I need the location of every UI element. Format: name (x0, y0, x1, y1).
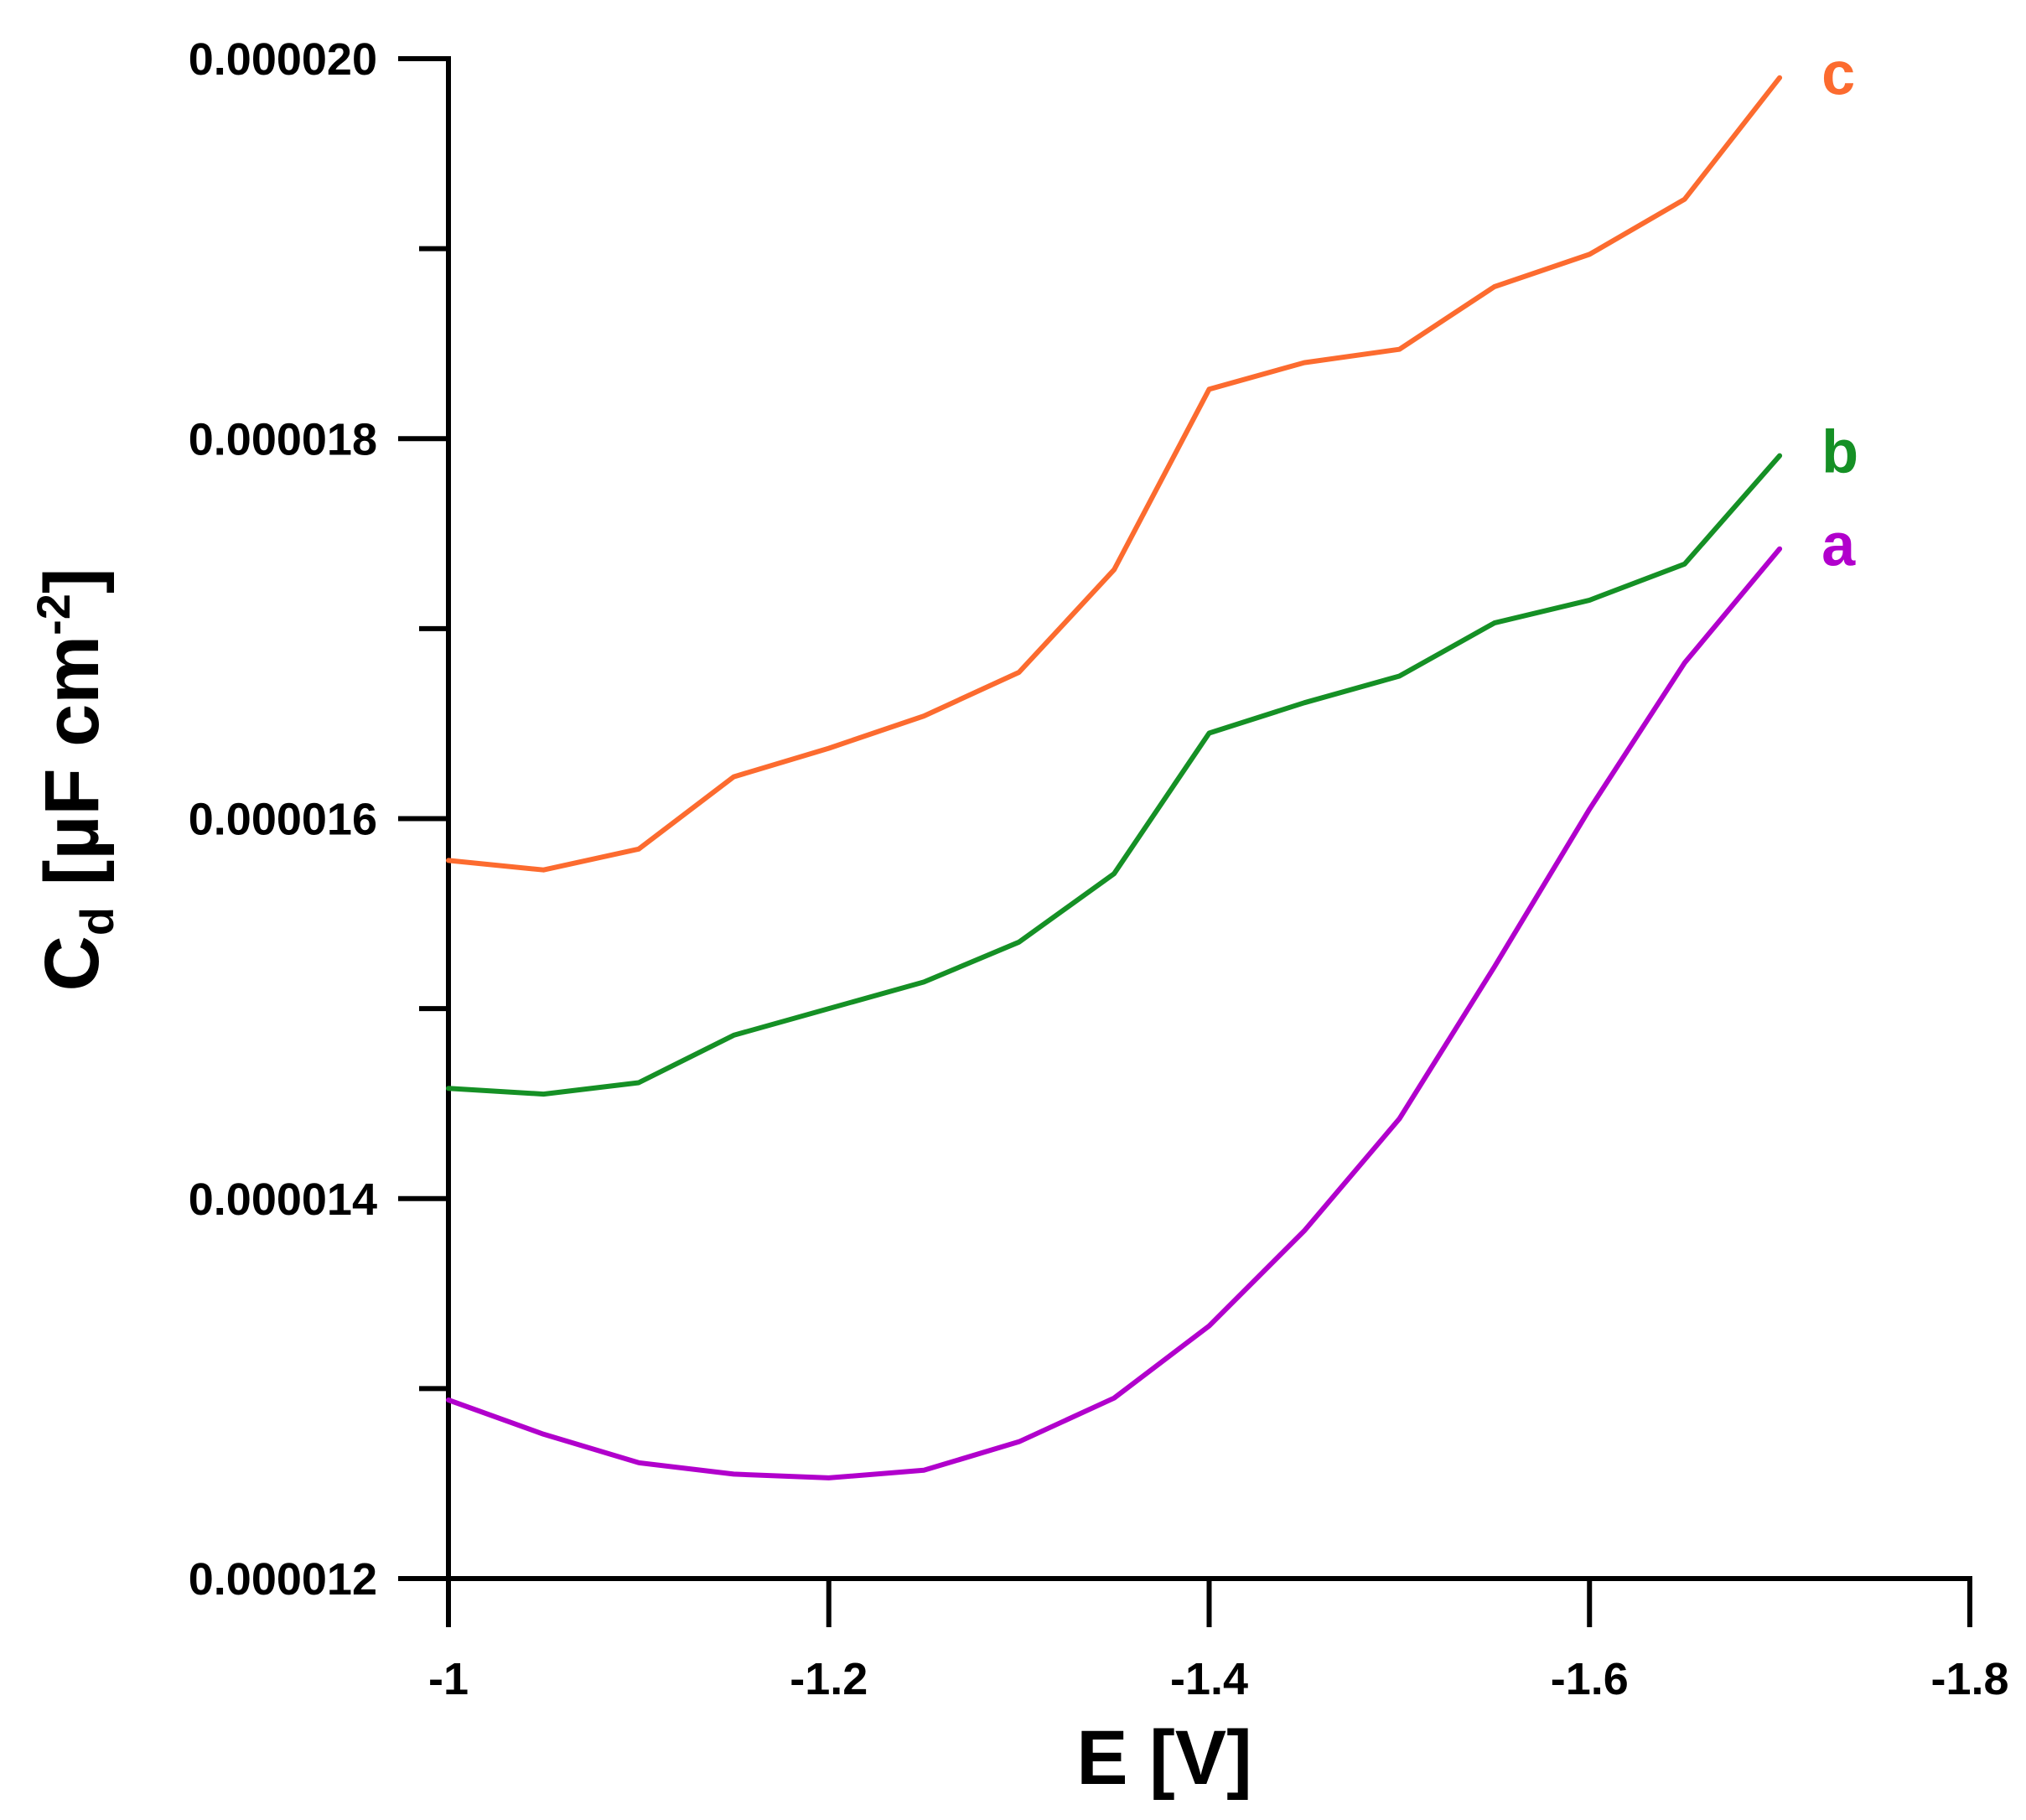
y-title-subscript: d (70, 907, 123, 936)
x-axis-ticks: -1 -1.2 -1.4 -1.6 -1.8 (428, 1579, 2009, 1704)
x-tick-label: -1.8 (1930, 1654, 2008, 1704)
y-title-main: C (29, 936, 115, 991)
series-label-a: a (1821, 512, 1856, 579)
y-title-close: ] (29, 568, 115, 594)
series-labels: ab c (1821, 41, 1858, 579)
y-title-superscript: -2 (27, 594, 80, 635)
x-tick-label: -1.2 (790, 1654, 868, 1704)
series-group (446, 75, 1783, 1480)
series-label-b: b (1821, 419, 1858, 486)
x-tick-label: -1.4 (1170, 1654, 1248, 1704)
y-tick-label: 0.000018 (189, 414, 377, 464)
y-axis-title: Cd [µF cm-2] (27, 568, 123, 991)
y-axis-ticks: 0.000012 0.000014 0.000016 0.000018 0.000020 (189, 34, 448, 1605)
y-tick-label: 0.000012 (189, 1554, 377, 1605)
x-axis-title: E [V] (1076, 1715, 1252, 1801)
y-tick-label: 0.000016 (189, 795, 377, 845)
series-line-c (446, 75, 1783, 873)
y-title-units: [µF cm (29, 635, 115, 907)
series-line-a (446, 546, 1783, 1480)
series-line-b (446, 453, 1783, 1097)
y-tick-label: 0.000020 (189, 34, 377, 85)
x-tick-label: -1 (428, 1654, 469, 1704)
series-label-c: c (1821, 41, 1855, 108)
y-tick-label: 0.000014 (189, 1174, 377, 1225)
x-tick-label: -1.6 (1551, 1654, 1629, 1704)
